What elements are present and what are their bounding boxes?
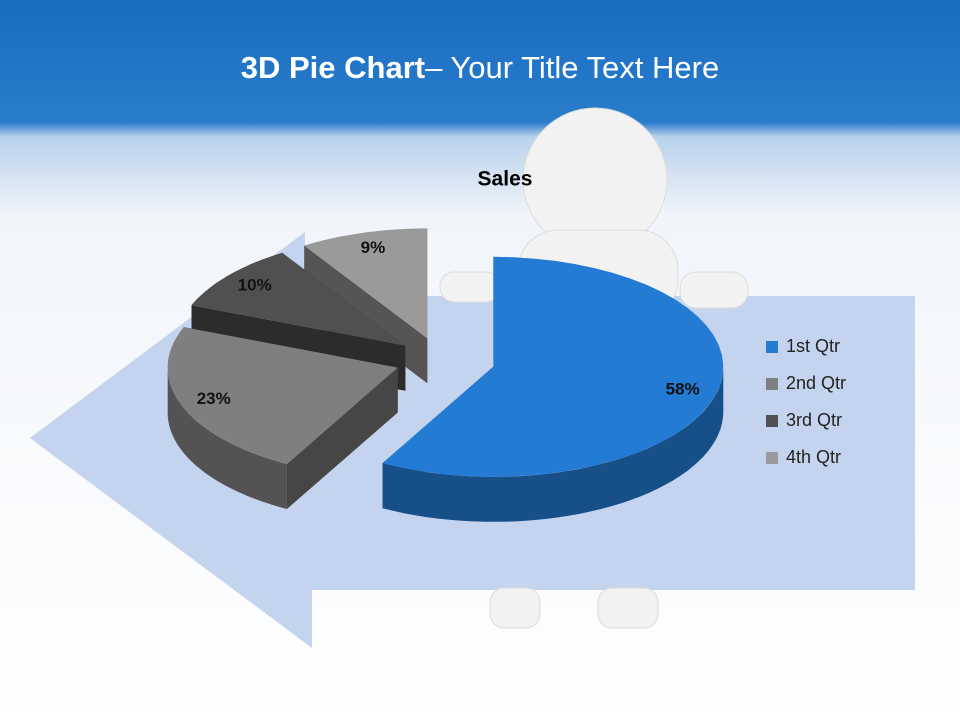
slice-wall bbox=[382, 366, 724, 522]
pie: 9% 10% 58% 23% bbox=[167, 228, 724, 522]
slice-wall bbox=[167, 367, 287, 509]
data-label: 10% bbox=[238, 276, 272, 295]
slice bbox=[304, 228, 428, 339]
slide-title: 3D Pie Chart– Your Title Text Here bbox=[241, 50, 719, 85]
data-label: 9% bbox=[361, 238, 386, 257]
data-label: 58% bbox=[666, 380, 700, 399]
slice bbox=[382, 256, 724, 477]
legend-swatch bbox=[766, 415, 778, 427]
slide-title-bold: 3D Pie Chart bbox=[241, 50, 425, 85]
legend-swatch bbox=[766, 341, 778, 353]
legend-label: 4th Qtr bbox=[786, 447, 841, 467]
data-label: 23% bbox=[197, 389, 231, 408]
chart-title: Sales bbox=[478, 168, 533, 191]
slice bbox=[191, 252, 406, 346]
slide-title-rest: – Your Title Text Here bbox=[425, 50, 719, 85]
slice bbox=[167, 327, 398, 464]
legend-swatch bbox=[766, 452, 778, 464]
legend-swatch bbox=[766, 378, 778, 390]
legend-label: 1st Qtr bbox=[786, 336, 840, 356]
legend: 1st Qtr 2nd Qtr 3rd Qtr 4th Qtr bbox=[766, 336, 846, 467]
legend-label: 2nd Qtr bbox=[786, 373, 846, 393]
legend-label: 3rd Qtr bbox=[786, 410, 842, 430]
